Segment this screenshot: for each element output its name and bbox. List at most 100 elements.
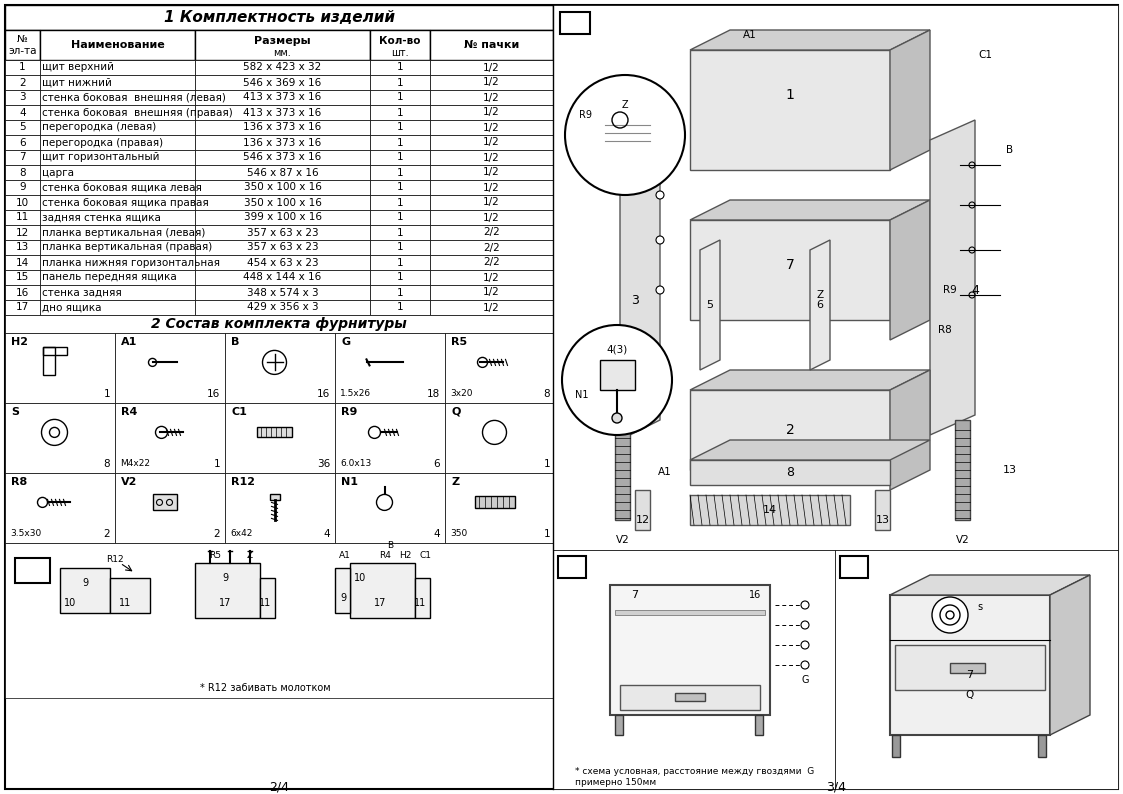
Bar <box>195 150 369 165</box>
Bar <box>40 30 195 60</box>
Bar <box>1038 735 1046 757</box>
Text: 429 х 356 х 3: 429 х 356 х 3 <box>247 303 318 313</box>
Text: 1: 1 <box>396 78 403 87</box>
Text: 3: 3 <box>631 294 639 306</box>
Bar <box>43 348 55 376</box>
Text: задняя стенка ящика: задняя стенка ящика <box>42 213 161 222</box>
Text: 9: 9 <box>82 578 88 588</box>
Text: 2: 2 <box>19 78 26 87</box>
Text: V2: V2 <box>956 535 970 545</box>
Text: 9: 9 <box>340 593 346 603</box>
Polygon shape <box>1050 575 1090 735</box>
Text: 12: 12 <box>636 515 650 525</box>
Text: Q: Q <box>451 407 460 417</box>
Text: 8: 8 <box>786 465 794 479</box>
Text: C1: C1 <box>231 407 247 417</box>
Circle shape <box>656 286 664 294</box>
Text: s: s <box>977 602 983 612</box>
Bar <box>115 333 225 403</box>
Text: 1: 1 <box>396 213 403 222</box>
Bar <box>369 300 430 315</box>
Text: 17: 17 <box>16 303 29 313</box>
Text: 17: 17 <box>374 598 386 608</box>
Text: стенка задняя: стенка задняя <box>42 287 121 298</box>
Bar <box>600 360 634 390</box>
Bar <box>369 120 430 135</box>
Bar <box>895 645 1046 690</box>
Bar <box>430 210 553 225</box>
Text: Наименование: Наименование <box>71 40 164 50</box>
Bar <box>369 90 430 105</box>
Text: 1 Комплектность изделий: 1 Комплектность изделий <box>164 10 394 25</box>
Bar <box>892 735 900 757</box>
Text: 1/2: 1/2 <box>483 78 500 87</box>
Bar <box>430 255 553 270</box>
Text: 12: 12 <box>16 228 29 237</box>
Polygon shape <box>690 440 930 460</box>
Bar <box>40 270 195 285</box>
Bar <box>950 663 985 673</box>
Text: * R12 забивать молотком: * R12 забивать молотком <box>200 683 330 693</box>
Bar <box>690 50 891 170</box>
Bar <box>195 225 369 240</box>
Polygon shape <box>891 370 930 490</box>
Text: 7: 7 <box>631 590 639 600</box>
Bar <box>4 255 40 270</box>
Bar <box>335 403 445 473</box>
Circle shape <box>932 597 968 633</box>
Text: 6x42: 6x42 <box>230 530 253 538</box>
Text: перегородка (правая): перегородка (правая) <box>42 137 163 148</box>
Text: 2: 2 <box>213 529 220 539</box>
Polygon shape <box>891 575 1090 595</box>
Bar <box>15 558 51 583</box>
Text: 350: 350 <box>450 530 467 538</box>
Text: планка вертикальная (левая): планка вертикальная (левая) <box>42 228 206 237</box>
Bar <box>560 12 590 34</box>
Bar <box>755 715 763 735</box>
Text: 448 х 144 х 16: 448 х 144 х 16 <box>244 272 321 283</box>
Bar <box>369 270 430 285</box>
Bar <box>369 75 430 90</box>
Text: 1: 1 <box>786 88 794 102</box>
Text: № пачки: № пачки <box>464 40 519 50</box>
Text: 36: 36 <box>317 459 330 469</box>
Text: 1/2: 1/2 <box>483 272 500 283</box>
Text: G: G <box>801 675 809 685</box>
Text: V2: V2 <box>617 535 630 545</box>
Bar <box>195 240 369 255</box>
Bar <box>4 333 115 403</box>
Text: стенка боковая  внешняя (левая): стенка боковая внешняя (левая) <box>42 92 226 102</box>
Text: R9: R9 <box>341 407 357 417</box>
Text: 14: 14 <box>16 257 29 268</box>
Bar <box>416 578 430 618</box>
Bar <box>40 240 195 255</box>
Bar <box>553 5 1119 550</box>
Text: 13: 13 <box>876 515 891 525</box>
Text: II: II <box>27 563 37 577</box>
Bar <box>195 75 369 90</box>
Text: стенка боковая ящика правая: стенка боковая ящика правая <box>42 198 209 207</box>
Bar <box>60 568 110 613</box>
Bar <box>40 165 195 180</box>
Bar <box>195 30 369 60</box>
Bar <box>369 255 430 270</box>
Text: 13: 13 <box>1003 465 1017 475</box>
Bar <box>445 333 555 403</box>
Text: 1/2: 1/2 <box>483 183 500 192</box>
Text: царга: царга <box>42 168 74 178</box>
Text: 11: 11 <box>259 598 271 608</box>
Text: 9: 9 <box>222 573 228 583</box>
Text: C1: C1 <box>978 50 992 60</box>
Text: 1: 1 <box>396 63 403 72</box>
Bar <box>40 60 195 75</box>
Bar <box>4 60 40 75</box>
Text: 357 х 63 х 23: 357 х 63 х 23 <box>247 242 318 252</box>
Text: 10: 10 <box>16 198 29 207</box>
Text: 3x20: 3x20 <box>450 390 473 399</box>
Text: 1: 1 <box>396 198 403 207</box>
Bar <box>335 333 445 403</box>
Text: 136 х 373 х 16: 136 х 373 х 16 <box>244 122 321 133</box>
Text: 1: 1 <box>544 459 550 469</box>
Text: мм.: мм. <box>274 48 291 58</box>
Bar <box>195 120 369 135</box>
